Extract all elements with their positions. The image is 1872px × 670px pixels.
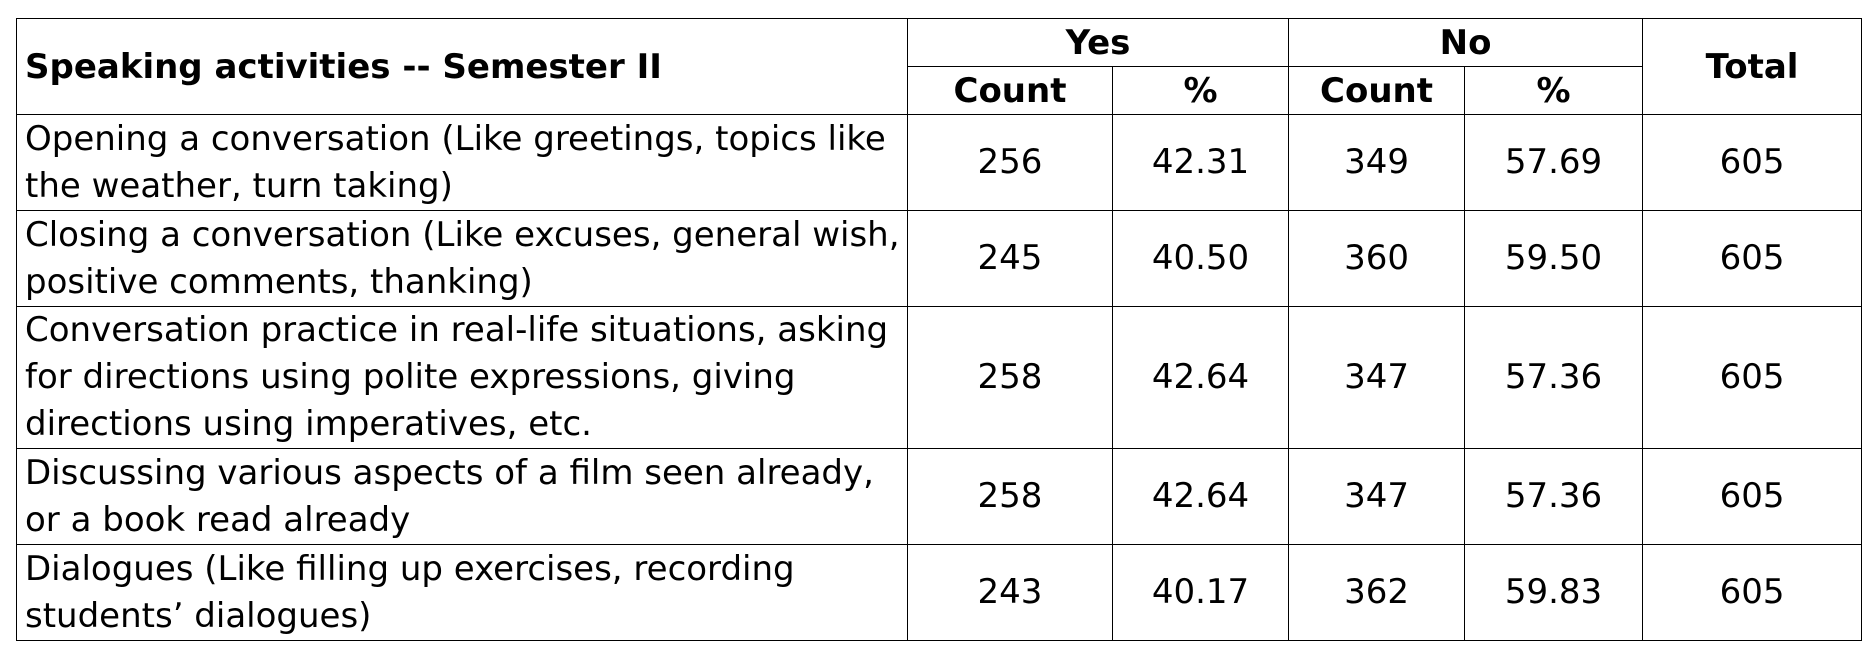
- no-count-header: Count: [1288, 66, 1466, 115]
- yes-count-cell: 245: [907, 210, 1113, 307]
- no-group-header: No: [1288, 18, 1644, 67]
- no-percent-cell: 59.83: [1464, 544, 1644, 641]
- table-row: Opening a conversation (Like greetings, …: [16, 114, 1863, 211]
- yes-count-cell: 258: [907, 448, 1113, 545]
- activity-cell: Closing a conversation (Like excuses, ge…: [16, 210, 908, 307]
- yes-percent-cell: 42.31: [1111, 114, 1290, 211]
- total-cell: 605: [1642, 210, 1863, 307]
- yes-percent-cell: 42.64: [1111, 306, 1290, 449]
- activity-cell: Conversation practice in real-life situa…: [16, 306, 908, 449]
- no-percent-header: %: [1464, 66, 1644, 115]
- no-percent-cell: 57.36: [1464, 448, 1644, 545]
- no-count-cell: 347: [1288, 448, 1466, 545]
- table-row: Closing a conversation (Like excuses, ge…: [16, 210, 1863, 307]
- header-row-top: Speaking activities -- Semester II Yes N…: [16, 18, 1863, 115]
- yes-count-cell: 256: [907, 114, 1113, 211]
- table-row: Dialogues (Like filling up exercises, re…: [16, 544, 1863, 641]
- activity-cell: Discussing various aspects of a film see…: [16, 448, 908, 545]
- total-header: Total: [1642, 18, 1863, 115]
- table-row: Conversation practice in real-life situa…: [16, 306, 1863, 449]
- no-percent-cell: 59.50: [1464, 210, 1644, 307]
- yes-percent-header: %: [1111, 66, 1290, 115]
- no-count-cell: 347: [1288, 306, 1466, 449]
- activity-cell: Dialogues (Like filling up exercises, re…: [16, 544, 908, 641]
- yes-count-cell: 243: [907, 544, 1113, 641]
- total-cell: 605: [1642, 448, 1863, 545]
- yes-group-header: Yes: [906, 18, 1290, 67]
- yes-percent-cell: 40.17: [1111, 544, 1290, 641]
- yes-percent-cell: 42.64: [1111, 448, 1290, 545]
- total-cell: 605: [1642, 114, 1863, 211]
- speaking-activities-table: Speaking activities -- Semester II Yes N…: [16, 18, 1863, 641]
- yes-count-cell: 258: [907, 306, 1113, 449]
- yes-count-header: Count: [907, 66, 1113, 115]
- table-row: Discussing various aspects of a film see…: [16, 448, 1863, 545]
- no-count-cell: 360: [1288, 210, 1466, 307]
- yes-percent-cell: 40.50: [1111, 210, 1290, 307]
- no-count-cell: 362: [1288, 544, 1466, 641]
- no-count-cell: 349: [1288, 114, 1466, 211]
- total-cell: 605: [1642, 306, 1863, 449]
- total-cell: 605: [1642, 544, 1863, 641]
- corner-header: Speaking activities -- Semester II: [16, 18, 908, 115]
- activity-cell: Opening a conversation (Like greetings, …: [16, 114, 908, 211]
- no-percent-cell: 57.36: [1464, 306, 1644, 449]
- no-percent-cell: 57.69: [1464, 114, 1644, 211]
